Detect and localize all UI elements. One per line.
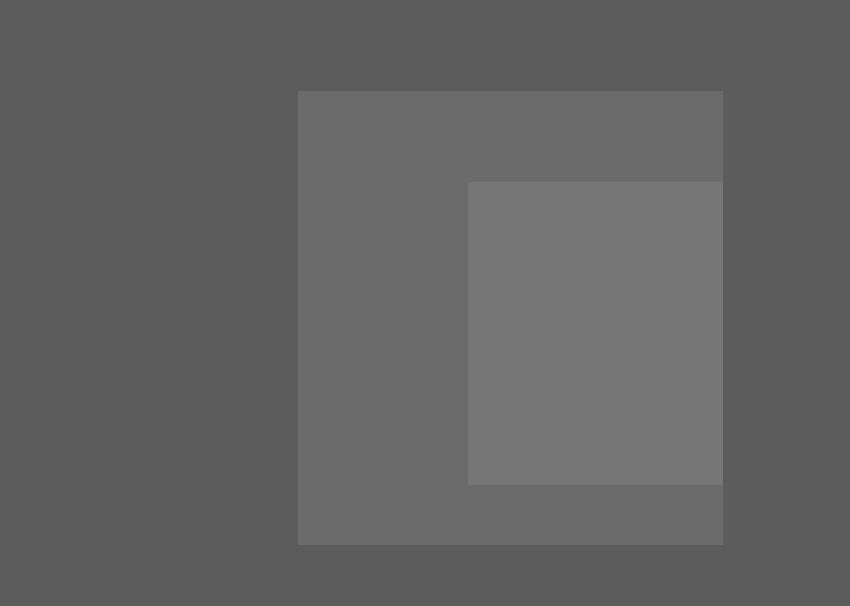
Text: Laboratory Technician: Laboratory Technician bbox=[26, 67, 255, 87]
Text: Salary Comparison By Education: Salary Comparison By Education bbox=[26, 12, 558, 40]
Polygon shape bbox=[153, 325, 340, 564]
Text: explorer: explorer bbox=[686, 12, 751, 26]
Polygon shape bbox=[718, 15, 751, 85]
Text: 780 KWD: 780 KWD bbox=[193, 336, 300, 356]
Polygon shape bbox=[646, 185, 661, 564]
Polygon shape bbox=[459, 198, 646, 564]
Text: .com: .com bbox=[745, 12, 783, 26]
Text: Kuwait: Kuwait bbox=[26, 121, 95, 141]
Text: Average Monthly Salary: Average Monthly Salary bbox=[832, 290, 842, 413]
Text: salary: salary bbox=[642, 12, 689, 26]
Text: Master's Degree: Master's Degree bbox=[469, 582, 636, 600]
Text: Bachelor's Degree: Bachelor's Degree bbox=[155, 582, 338, 600]
Polygon shape bbox=[718, 15, 829, 38]
Polygon shape bbox=[459, 185, 661, 198]
Polygon shape bbox=[718, 62, 829, 85]
Text: 1,200 KWD: 1,200 KWD bbox=[496, 147, 625, 167]
Bar bbox=[298, 91, 722, 545]
Polygon shape bbox=[153, 313, 355, 325]
Bar bbox=[468, 182, 722, 485]
Text: +53%: +53% bbox=[316, 156, 405, 185]
Polygon shape bbox=[718, 38, 829, 62]
Polygon shape bbox=[340, 313, 355, 564]
